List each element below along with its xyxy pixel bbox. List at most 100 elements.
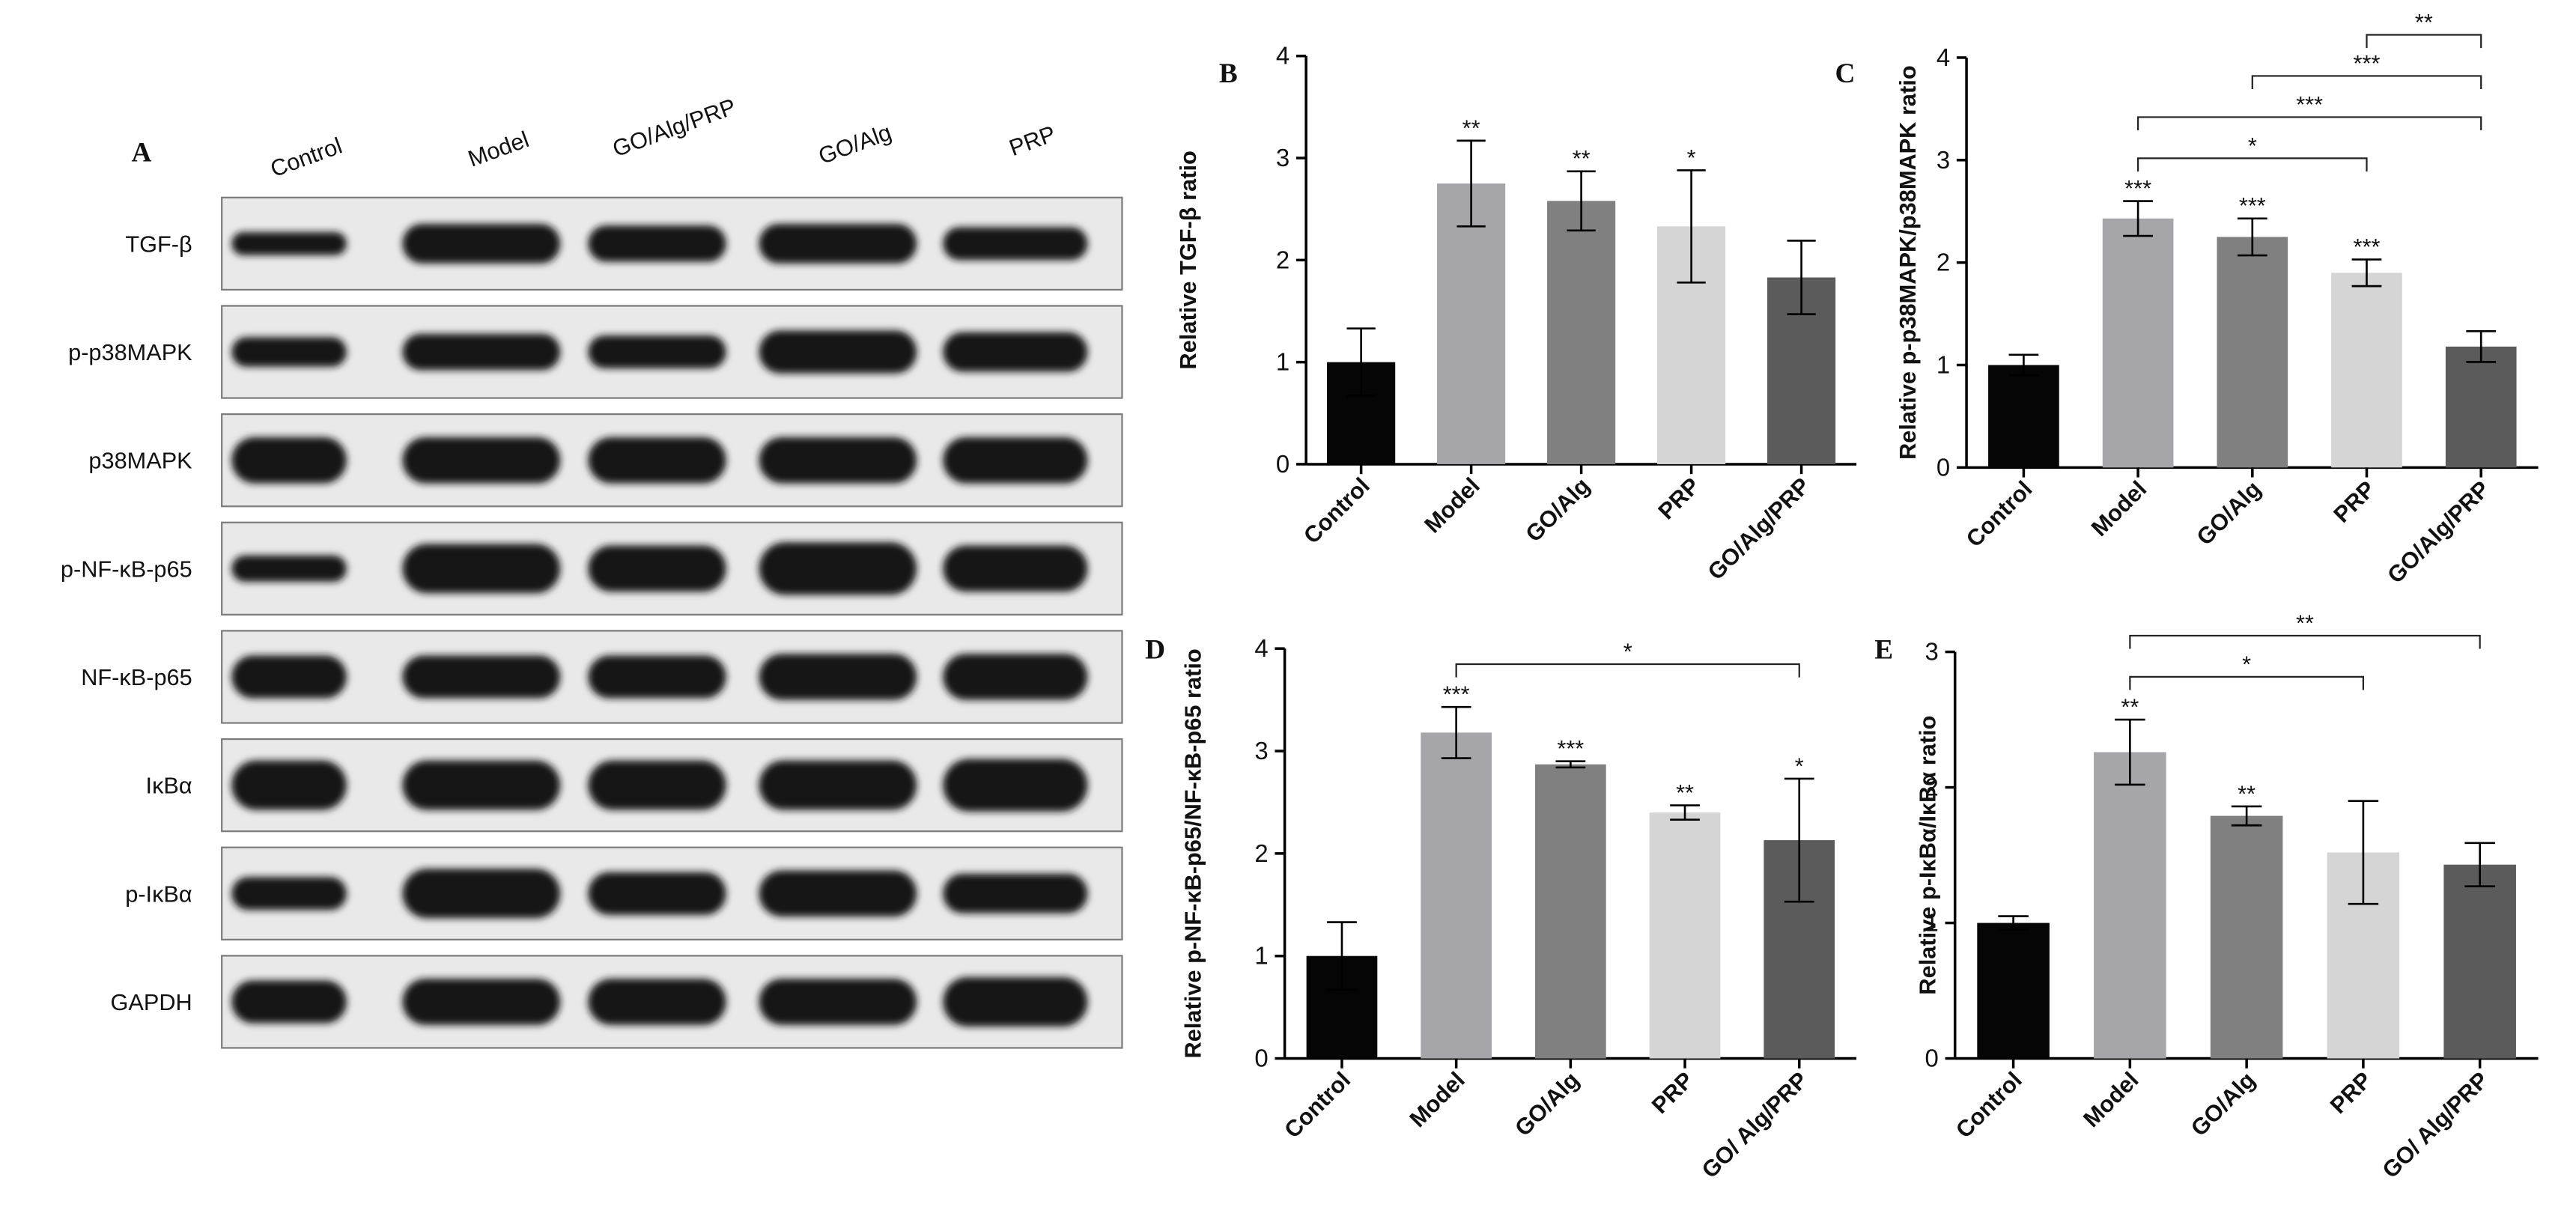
significance-label: ***: [2124, 175, 2151, 201]
bracket-label: ***: [2296, 91, 2323, 118]
significance-label: **: [1573, 145, 1591, 171]
bar: [2445, 346, 2517, 468]
error-bar: [2348, 800, 2379, 905]
blot-band: [588, 437, 726, 484]
blot-band: [943, 873, 1088, 914]
significance-bracket: [2137, 157, 2368, 171]
protein-label: p-IκBα: [125, 881, 192, 907]
y-tick-label: 0: [1936, 453, 1950, 481]
blot-band: [943, 545, 1088, 592]
blot-band: [759, 654, 917, 700]
blot-band: [231, 760, 347, 810]
bracket-label: ***: [2354, 50, 2381, 76]
error-bar: [1677, 169, 1706, 284]
bar: [2331, 273, 2402, 468]
significance-label: *: [1795, 753, 1804, 779]
y-tick-label: 2: [1276, 246, 1289, 273]
blot-band: [759, 542, 917, 595]
y-tick-label: 1: [1925, 909, 1938, 937]
error-bar: [1441, 705, 1471, 759]
panel-label: C: [1835, 58, 1856, 89]
error-bar: [2466, 330, 2497, 363]
blot-band: [588, 979, 726, 1025]
blot-band: [759, 223, 917, 264]
protein-label: GAPDH: [110, 989, 192, 1015]
bracket-label: *: [2242, 651, 2251, 677]
y-tick-label: 3: [1254, 737, 1268, 765]
bracket-label: **: [2296, 610, 2314, 636]
bar: [1421, 732, 1492, 1059]
y-axis-label: Relative p-IκBα/IκBα ratio: [1914, 716, 1940, 995]
y-tick-label: 0: [1925, 1045, 1938, 1072]
bar: [1535, 764, 1606, 1059]
error-bar: [2351, 258, 2382, 288]
significance-bracket: [2129, 675, 2364, 690]
error-bar: [2115, 718, 2145, 786]
blot-band: [759, 979, 917, 1025]
error-bar: [1456, 139, 1486, 228]
protein-label: p-NF-κB-p65: [61, 556, 192, 582]
y-tick-label: 1: [1254, 942, 1268, 970]
protein-label: p-p38MAPK: [68, 339, 192, 365]
blot-band: [588, 545, 726, 592]
error-bar: [2008, 353, 2039, 377]
error-bar: [2123, 200, 2153, 237]
significance-label: *: [1687, 145, 1696, 171]
panel-label: D: [1145, 634, 1165, 665]
y-axis-label: Relative TGF-β ratio: [1175, 151, 1201, 369]
blot-band: [231, 555, 347, 582]
error-bar: [1567, 170, 1596, 232]
protein-label: TGF-β: [125, 231, 192, 257]
error-bar: [1346, 327, 1376, 397]
blot-band: [402, 333, 561, 371]
y-tick-label: 3: [1936, 146, 1950, 174]
significance-label: **: [2121, 693, 2139, 720]
bar: [2094, 752, 2166, 1059]
error-bar: [1327, 921, 1357, 991]
blot-band: [588, 655, 726, 699]
error-bar: [1787, 240, 1816, 315]
blot-band: [588, 760, 726, 810]
error-bar: [2231, 805, 2262, 827]
significance-label: **: [2238, 780, 2255, 806]
blot-band: [402, 979, 561, 1025]
blot-band: [943, 437, 1088, 484]
error-bar: [1670, 804, 1700, 821]
significance-bracket: [1455, 663, 1800, 678]
bar: [1437, 183, 1506, 464]
y-tick-label: 2: [1254, 839, 1268, 867]
blot-band: [588, 225, 726, 262]
error-bar: [1555, 760, 1586, 769]
panel-label: E: [1874, 634, 1893, 665]
blot-band: [943, 227, 1088, 261]
significance-label: **: [1676, 779, 1694, 806]
bar: [2217, 237, 2288, 468]
significance-label: ***: [1443, 681, 1470, 708]
error-bar: [2237, 217, 2267, 257]
error-bar: [1784, 777, 1814, 903]
blot-band: [402, 544, 561, 594]
blot-band: [402, 869, 561, 919]
significance-label: **: [1462, 115, 1480, 141]
error-bar: [1998, 915, 2029, 931]
blot-band: [943, 654, 1088, 700]
significance-bracket: [2129, 634, 2481, 649]
y-tick-label: 0: [1276, 450, 1289, 478]
y-tick-label: 2: [1936, 249, 1950, 276]
protein-label: p38MAPK: [88, 448, 192, 474]
blot-band: [759, 870, 917, 917]
blot-band: [759, 760, 917, 810]
y-tick-label: 3: [1276, 144, 1289, 171]
protein-label: IκBα: [146, 773, 192, 799]
bracket-label: *: [2248, 133, 2257, 159]
blot-band: [402, 655, 561, 699]
y-axis-label: Relative p-p38MAPK/p38MAPK ratio: [1895, 65, 1921, 460]
panel-label: B: [1219, 58, 1238, 89]
y-tick-label: 1: [1276, 348, 1289, 376]
y-axis-label: Relative p-NF-κB-p65/NF-κB-p65 ratio: [1180, 648, 1206, 1058]
panel-label: A: [132, 137, 152, 168]
blot-band: [588, 872, 726, 915]
y-tick-label: 1: [1936, 350, 1950, 378]
blot-band: [402, 437, 561, 484]
